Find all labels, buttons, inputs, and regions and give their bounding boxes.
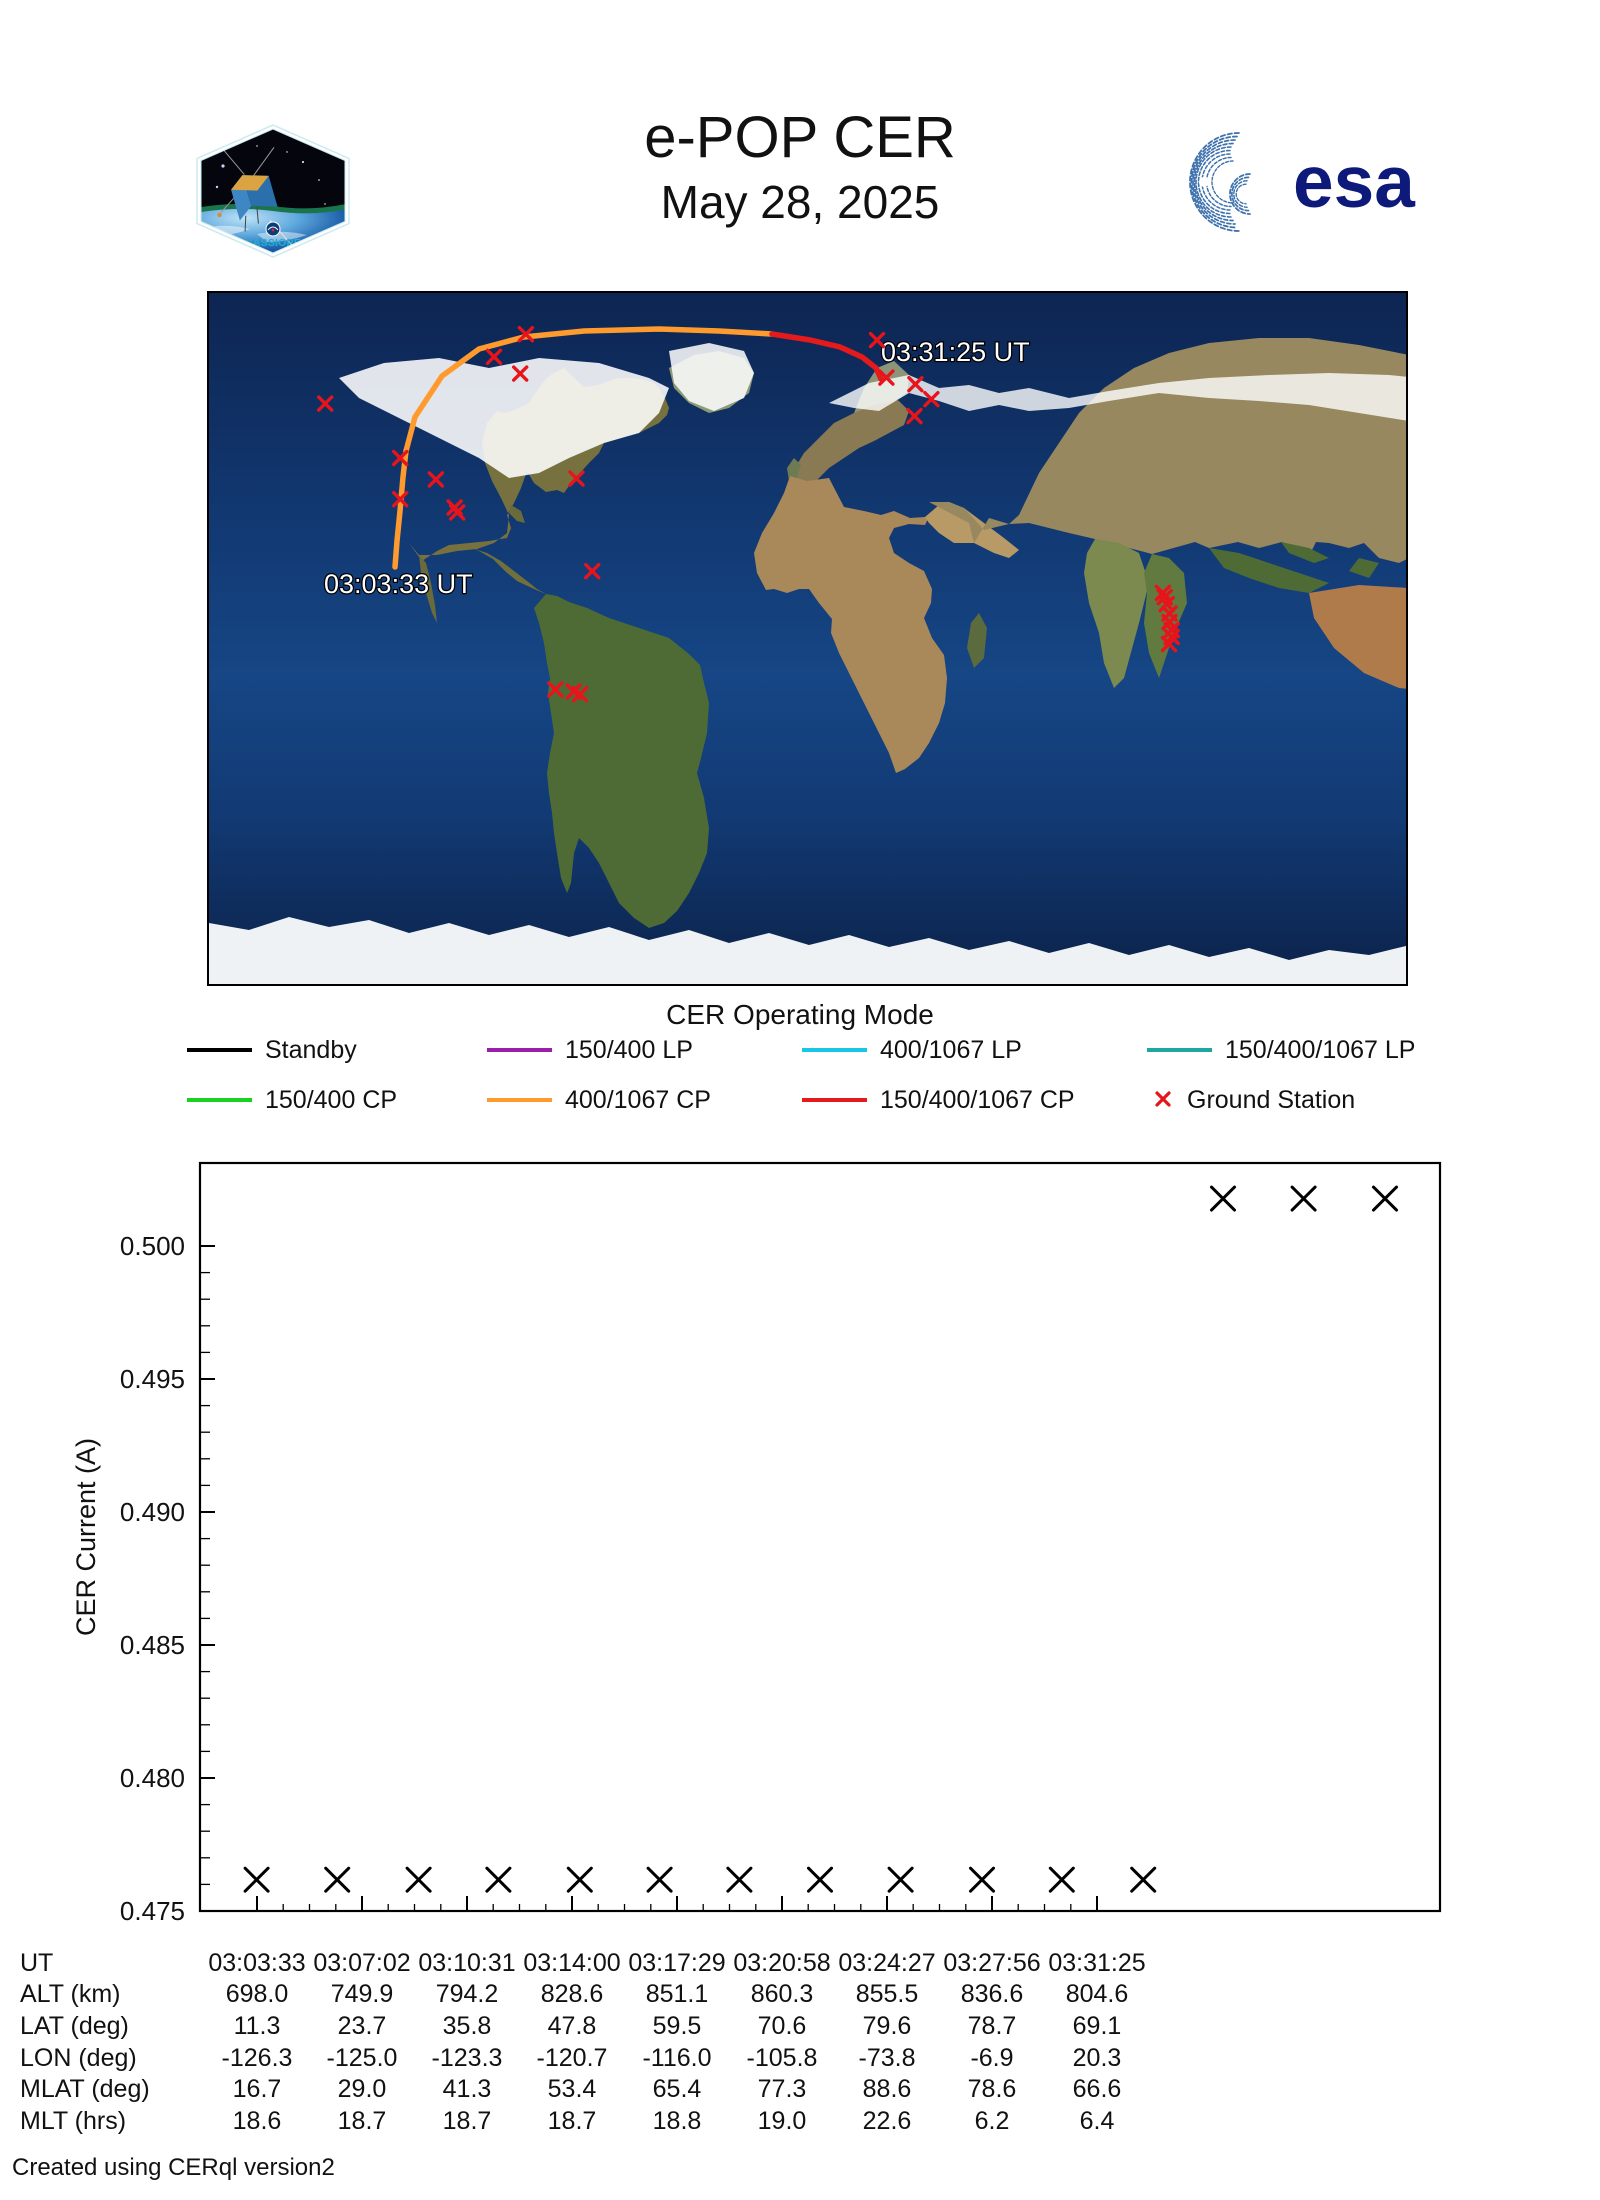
svg-text:18.7: 18.7 xyxy=(443,2107,492,2135)
svg-text:69.1: 69.1 xyxy=(1073,2012,1122,2040)
svg-text:18.7: 18.7 xyxy=(548,2107,597,2135)
svg-text:UT: UT xyxy=(20,1949,53,1977)
svg-text:18.8: 18.8 xyxy=(653,2107,702,2135)
svg-text:18.6: 18.6 xyxy=(233,2107,282,2135)
svg-text:70.6: 70.6 xyxy=(758,2012,807,2040)
svg-text:03:24:27: 03:24:27 xyxy=(838,1949,935,1977)
svg-text:6.2: 6.2 xyxy=(975,2107,1010,2135)
svg-text:29.0: 29.0 xyxy=(338,2075,387,2103)
svg-text:03:20:58: 03:20:58 xyxy=(733,1949,830,1977)
svg-text:47.8: 47.8 xyxy=(548,2012,597,2040)
svg-text:836.6: 836.6 xyxy=(961,1980,1024,2008)
svg-text:03:31:25: 03:31:25 xyxy=(1048,1949,1145,1977)
svg-text:-125.0: -125.0 xyxy=(327,2044,398,2072)
svg-text:59.5: 59.5 xyxy=(653,2012,702,2040)
svg-text:03:07:02: 03:07:02 xyxy=(313,1949,410,1977)
svg-text:LAT (deg): LAT (deg) xyxy=(20,2012,129,2040)
svg-text:78.7: 78.7 xyxy=(968,2012,1017,2040)
svg-text:-73.8: -73.8 xyxy=(859,2044,916,2072)
svg-text:-123.3: -123.3 xyxy=(432,2044,503,2072)
svg-text:698.0: 698.0 xyxy=(226,1980,289,2008)
svg-text:77.3: 77.3 xyxy=(758,2075,807,2103)
svg-text:79.6: 79.6 xyxy=(863,2012,912,2040)
svg-text:19.0: 19.0 xyxy=(758,2107,807,2135)
svg-text:03:03:33: 03:03:33 xyxy=(208,1949,305,1977)
svg-text:-126.3: -126.3 xyxy=(222,2044,293,2072)
svg-text:794.2: 794.2 xyxy=(436,1980,499,2008)
svg-text:16.7: 16.7 xyxy=(233,2075,282,2103)
svg-text:65.4: 65.4 xyxy=(653,2075,702,2103)
svg-text:MLAT (deg): MLAT (deg) xyxy=(20,2075,150,2103)
svg-text:03:10:31: 03:10:31 xyxy=(418,1949,515,1977)
svg-text:749.9: 749.9 xyxy=(331,1980,394,2008)
svg-text:855.5: 855.5 xyxy=(856,1980,919,2008)
svg-text:860.3: 860.3 xyxy=(751,1980,814,2008)
svg-text:66.6: 66.6 xyxy=(1073,2075,1122,2103)
svg-text:88.6: 88.6 xyxy=(863,2075,912,2103)
svg-text:MLT (hrs): MLT (hrs) xyxy=(20,2107,126,2135)
svg-text:ALT (km): ALT (km) xyxy=(20,1980,120,2008)
svg-text:18.7: 18.7 xyxy=(338,2107,387,2135)
svg-text:20.3: 20.3 xyxy=(1073,2044,1122,2072)
svg-text:-105.8: -105.8 xyxy=(747,2044,818,2072)
svg-text:03:27:56: 03:27:56 xyxy=(943,1949,1040,1977)
svg-text:78.6: 78.6 xyxy=(968,2075,1017,2103)
svg-text:03:14:00: 03:14:00 xyxy=(523,1949,620,1977)
svg-text:6.4: 6.4 xyxy=(1080,2107,1115,2135)
svg-text:23.7: 23.7 xyxy=(338,2012,387,2040)
svg-text:03:17:29: 03:17:29 xyxy=(628,1949,725,1977)
svg-text:-120.7: -120.7 xyxy=(537,2044,608,2072)
svg-text:828.6: 828.6 xyxy=(541,1980,604,2008)
svg-text:-6.9: -6.9 xyxy=(970,2044,1013,2072)
svg-text:53.4: 53.4 xyxy=(548,2075,597,2103)
svg-text:11.3: 11.3 xyxy=(234,2012,281,2040)
svg-text:Created using CERql version2: Created using CERql version2 xyxy=(12,2154,335,2181)
svg-text:851.1: 851.1 xyxy=(646,1980,709,2008)
svg-text:22.6: 22.6 xyxy=(863,2107,912,2135)
svg-text:41.3: 41.3 xyxy=(443,2075,492,2103)
svg-text:-116.0: -116.0 xyxy=(642,2044,711,2072)
svg-text:LON (deg): LON (deg) xyxy=(20,2044,137,2072)
svg-text:804.6: 804.6 xyxy=(1066,1980,1129,2008)
svg-text:35.8: 35.8 xyxy=(443,2012,492,2040)
